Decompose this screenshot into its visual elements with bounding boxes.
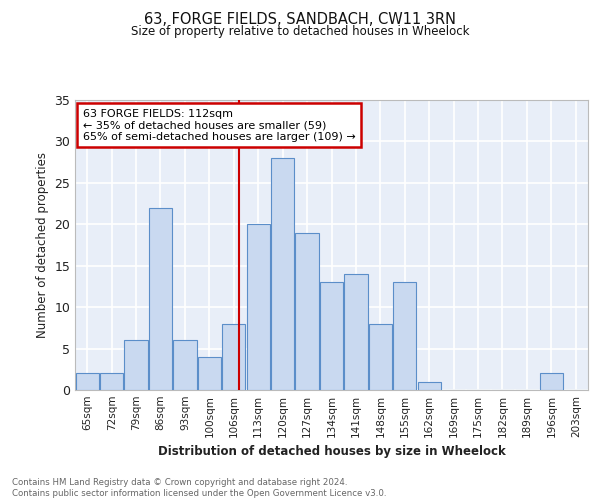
Bar [76, 374, 99, 390]
Bar [149, 208, 172, 390]
Bar [295, 232, 319, 390]
Bar [418, 382, 441, 390]
Text: Size of property relative to detached houses in Wheelock: Size of property relative to detached ho… [131, 25, 469, 38]
Bar [368, 324, 392, 390]
Bar [247, 224, 270, 390]
X-axis label: Distribution of detached houses by size in Wheelock: Distribution of detached houses by size … [158, 446, 505, 458]
Bar [320, 282, 343, 390]
Text: 63 FORGE FIELDS: 112sqm
← 35% of detached houses are smaller (59)
65% of semi-de: 63 FORGE FIELDS: 112sqm ← 35% of detache… [83, 108, 355, 142]
Y-axis label: Number of detached properties: Number of detached properties [36, 152, 49, 338]
Bar [197, 357, 221, 390]
Bar [222, 324, 245, 390]
Bar [173, 340, 197, 390]
Bar [539, 374, 563, 390]
Text: 63, FORGE FIELDS, SANDBACH, CW11 3RN: 63, FORGE FIELDS, SANDBACH, CW11 3RN [144, 12, 456, 28]
Bar [271, 158, 295, 390]
Bar [100, 374, 124, 390]
Text: Contains HM Land Registry data © Crown copyright and database right 2024.
Contai: Contains HM Land Registry data © Crown c… [12, 478, 386, 498]
Bar [393, 282, 416, 390]
Bar [344, 274, 368, 390]
Bar [124, 340, 148, 390]
